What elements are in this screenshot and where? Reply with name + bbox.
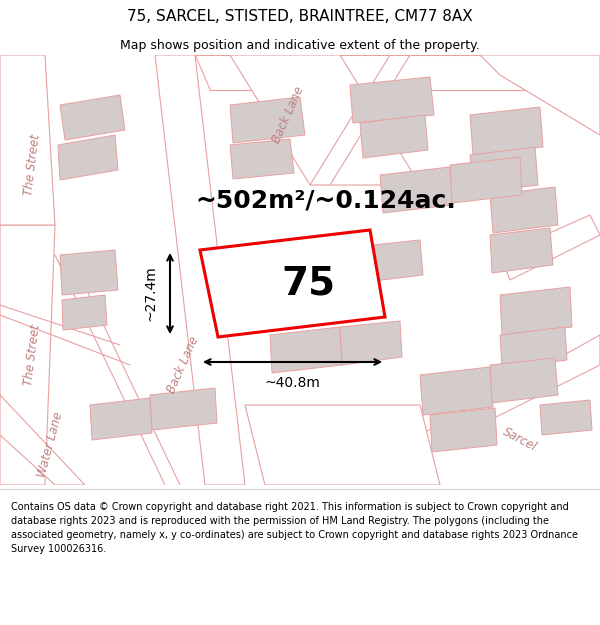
Polygon shape <box>360 115 428 158</box>
Text: The Street: The Street <box>22 134 42 196</box>
Polygon shape <box>355 240 423 283</box>
Polygon shape <box>230 139 294 179</box>
Polygon shape <box>350 77 434 123</box>
Polygon shape <box>150 388 217 430</box>
Polygon shape <box>430 408 497 452</box>
Text: 75, SARCEL, STISTED, BRAINTREE, CM77 8AX: 75, SARCEL, STISTED, BRAINTREE, CM77 8AX <box>127 9 473 24</box>
Polygon shape <box>380 167 453 213</box>
Polygon shape <box>540 400 592 435</box>
Polygon shape <box>245 405 440 485</box>
Polygon shape <box>470 107 543 155</box>
Polygon shape <box>58 135 118 180</box>
Polygon shape <box>60 250 118 295</box>
Text: ~27.4m: ~27.4m <box>144 266 158 321</box>
Polygon shape <box>420 367 493 415</box>
Polygon shape <box>60 95 125 140</box>
Text: The Street: The Street <box>22 324 42 386</box>
Polygon shape <box>0 395 85 485</box>
Polygon shape <box>450 157 522 203</box>
Polygon shape <box>90 398 152 440</box>
Text: Back Lane: Back Lane <box>165 334 201 396</box>
Text: 75: 75 <box>281 264 335 302</box>
Polygon shape <box>230 55 420 185</box>
Polygon shape <box>500 287 572 335</box>
Polygon shape <box>490 187 558 233</box>
Text: Map shows position and indicative extent of the property.: Map shows position and indicative extent… <box>120 39 480 52</box>
Polygon shape <box>340 321 402 365</box>
Polygon shape <box>470 147 538 193</box>
Text: ~502m²/~0.124ac.: ~502m²/~0.124ac. <box>195 188 456 212</box>
Polygon shape <box>280 247 358 295</box>
Text: Water Lane: Water Lane <box>35 411 65 479</box>
Polygon shape <box>500 215 600 280</box>
Polygon shape <box>490 228 553 273</box>
Polygon shape <box>0 55 55 225</box>
Polygon shape <box>330 335 600 485</box>
Polygon shape <box>490 358 558 403</box>
Text: ~40.8m: ~40.8m <box>265 376 320 390</box>
Polygon shape <box>270 327 342 373</box>
Polygon shape <box>230 97 305 143</box>
Polygon shape <box>62 295 107 330</box>
Polygon shape <box>200 230 385 337</box>
Text: Contains OS data © Crown copyright and database right 2021. This information is : Contains OS data © Crown copyright and d… <box>11 502 578 554</box>
Text: Sarcel: Sarcel <box>501 426 539 454</box>
Polygon shape <box>500 327 567 368</box>
Polygon shape <box>195 55 600 90</box>
Polygon shape <box>480 55 600 135</box>
Polygon shape <box>155 55 245 485</box>
Polygon shape <box>0 225 55 485</box>
Text: Back Lane: Back Lane <box>270 84 306 146</box>
